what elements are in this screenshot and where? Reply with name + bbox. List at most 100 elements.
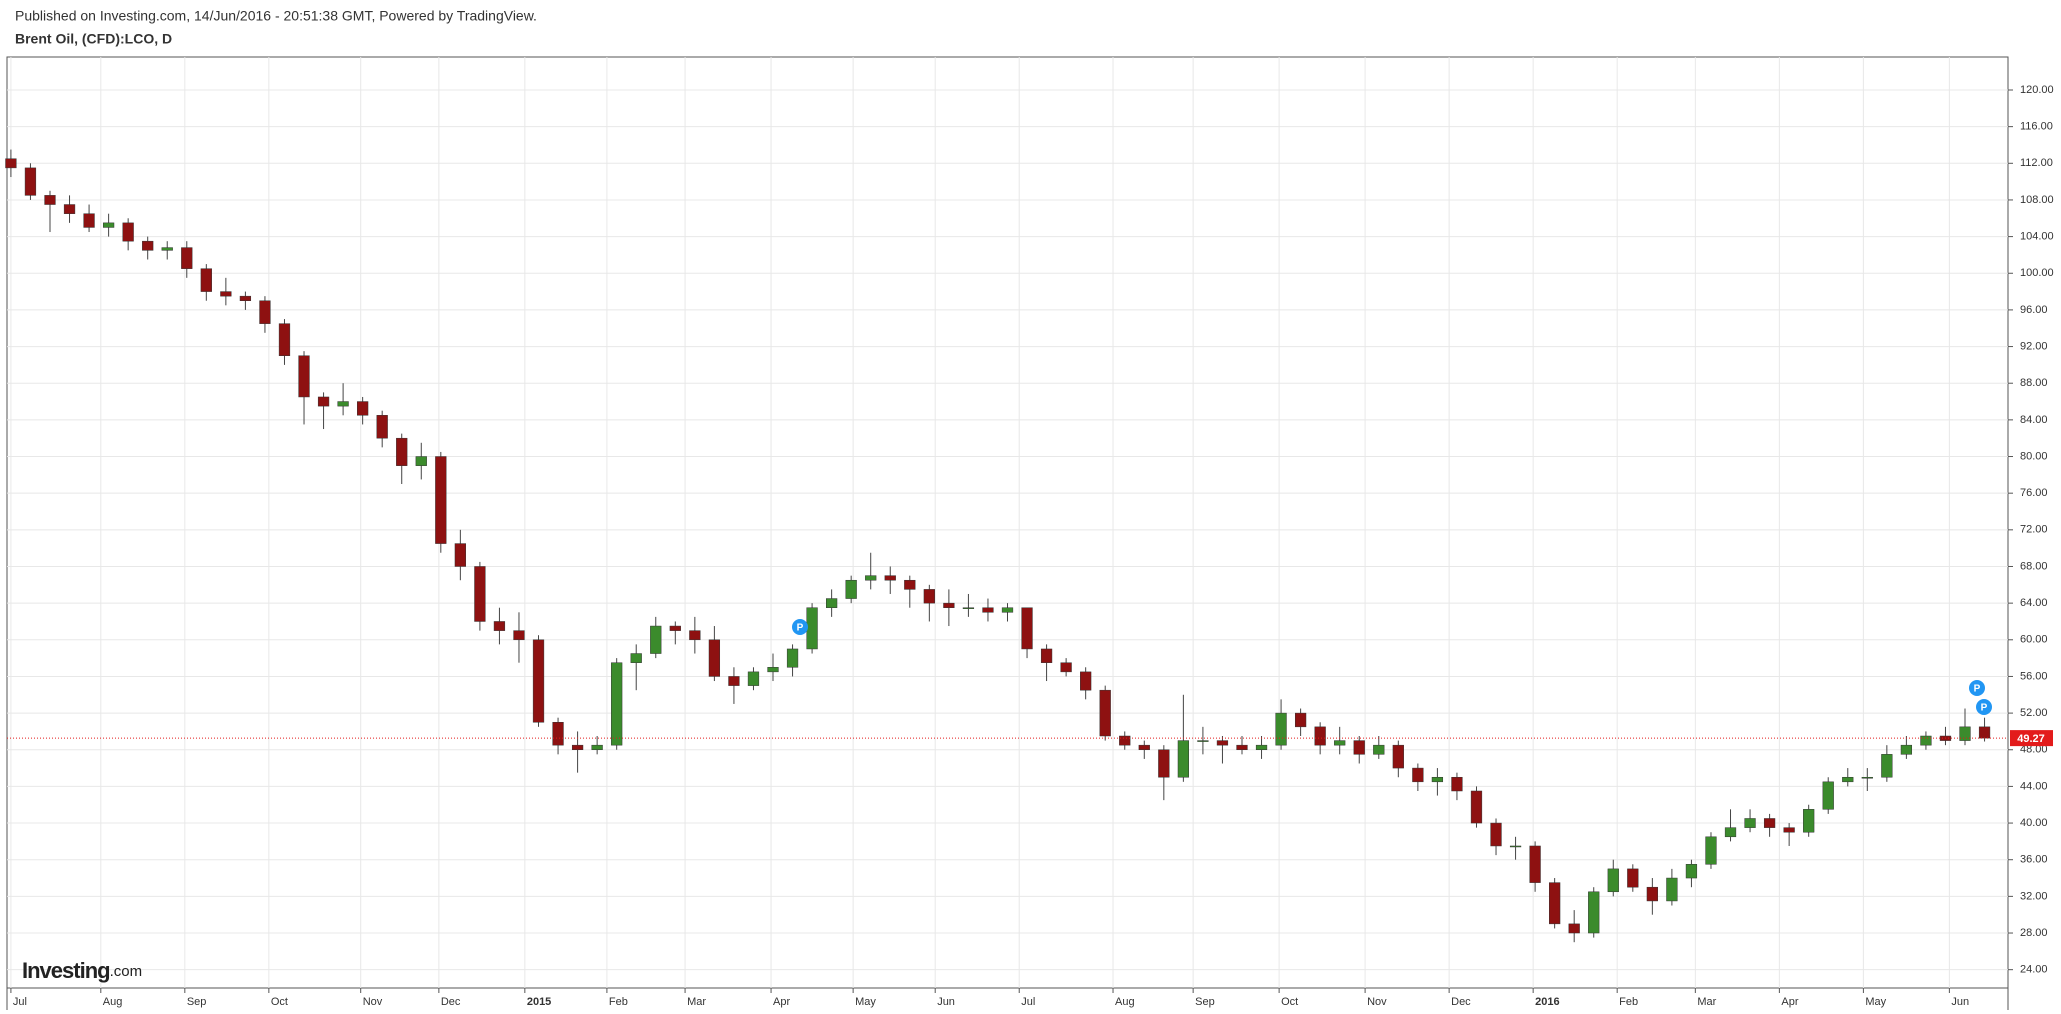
candle-body [1373,744,1385,755]
pub-markers: P P P [792,619,1992,715]
x-tick-label: Mar [687,996,706,1008]
y-tick-label: 84.00 [2020,414,2048,426]
y-tick-label: 56.00 [2020,670,2048,682]
candle-body [728,676,740,686]
candle-body [376,415,388,439]
candle-body [415,456,427,466]
candle-body [1353,740,1365,755]
candle-body [5,158,17,169]
y-tick-label: 80.00 [2020,450,2048,462]
candle-body [1001,607,1014,613]
candle-body [1099,689,1111,737]
candle-body [513,630,525,641]
y-tick-label: 76.00 [2020,487,2048,499]
candle-body [1724,827,1737,838]
svg-text:P: P [1981,703,1988,714]
candle-body [1509,845,1522,848]
candle-body [1842,776,1854,783]
candle-body [1236,744,1248,751]
published-note: Published on Investing.com, 14/Jun/2016 … [15,8,537,24]
candle-body [923,589,935,604]
y-tick-label: 108.00 [2020,194,2054,206]
symbol-title: Brent Oil, (CFD):LCO, D [15,31,172,47]
y-tick-label: 44.00 [2020,780,2048,792]
y-tick-label: 60.00 [2020,634,2048,646]
candle-body [317,396,330,407]
last-price-label: 49.27 [2017,733,2045,745]
y-tick-label: 96.00 [2020,304,2048,316]
candle-body [747,671,760,686]
candle-body [1822,781,1834,810]
candle-body [1666,877,1678,902]
x-tick-label: Feb [1619,996,1638,1008]
candle-body [220,291,232,297]
x-tick-label: Dec [441,996,461,1008]
x-tick-label: Oct [271,996,288,1008]
candle-body [1861,776,1873,779]
candle-body [1588,891,1600,934]
x-tick-label: Nov [363,996,383,1008]
y-tick-label: 104.00 [2020,231,2054,243]
candle-body [1959,726,1971,741]
y-tick-label: 112.00 [2020,157,2053,169]
x-tick-label: Mar [1697,996,1716,1008]
x-tick-label: Apr [773,996,790,1008]
candle-body [1646,886,1658,902]
y-tick-label: 120.00 [2020,84,2054,96]
candle-body [1138,744,1150,751]
candle-body [1529,845,1541,883]
candle-body [1197,740,1209,742]
candle-body [259,300,271,324]
candle-body [1900,744,1913,755]
candle-body [493,621,506,631]
y-tick-label: 52.00 [2020,707,2048,719]
logo-brand: Investing.com [22,958,142,983]
candle-body [435,456,447,544]
candle-body [884,575,896,581]
candle-body [611,662,623,746]
candle-body [845,579,857,599]
candle-body [1080,671,1092,691]
y-tick-label: 28.00 [2020,927,2048,939]
candle-body [1119,735,1131,746]
candle-body [357,401,369,416]
candle-body [1255,744,1268,751]
candle-body [904,579,916,590]
last-price-box [2010,730,2053,747]
candle-body [962,607,975,609]
candle-body [102,222,115,228]
candle-body [1216,740,1229,746]
candle-body [44,195,56,205]
candle-body [982,607,994,613]
y-tick-label: 24.00 [2020,964,2048,976]
candle-body [1412,767,1424,783]
x-tick-label: Nov [1367,996,1387,1008]
x-tick-label: Jul [13,996,27,1008]
candle-body [1627,868,1639,888]
candle-body [278,323,291,356]
candle-body [1978,726,1991,739]
y-tick-label: 36.00 [2020,854,2048,866]
x-tick-label: Jul [1021,996,1035,1008]
candle-body [161,247,173,251]
candle-body [1490,822,1502,847]
x-tick-label: Jun [1951,996,1969,1008]
candle-body [181,247,193,269]
candle-body [1568,923,1580,934]
candle-body [1275,712,1287,746]
candle-body [1431,776,1444,783]
candle-body [1744,818,1756,828]
y-tick-label: 88.00 [2020,377,2048,389]
candle-body [1470,790,1483,824]
x-tick-label: Sep [1195,996,1215,1008]
candle-body [24,167,37,196]
candle-body [1451,776,1463,792]
y-tick-label: 68.00 [2020,560,2048,572]
candle-body [689,630,701,641]
candle-body [200,268,212,292]
candle-body [1040,648,1053,663]
candle-body [1021,607,1033,650]
x-tick-label: Sep [187,996,207,1008]
